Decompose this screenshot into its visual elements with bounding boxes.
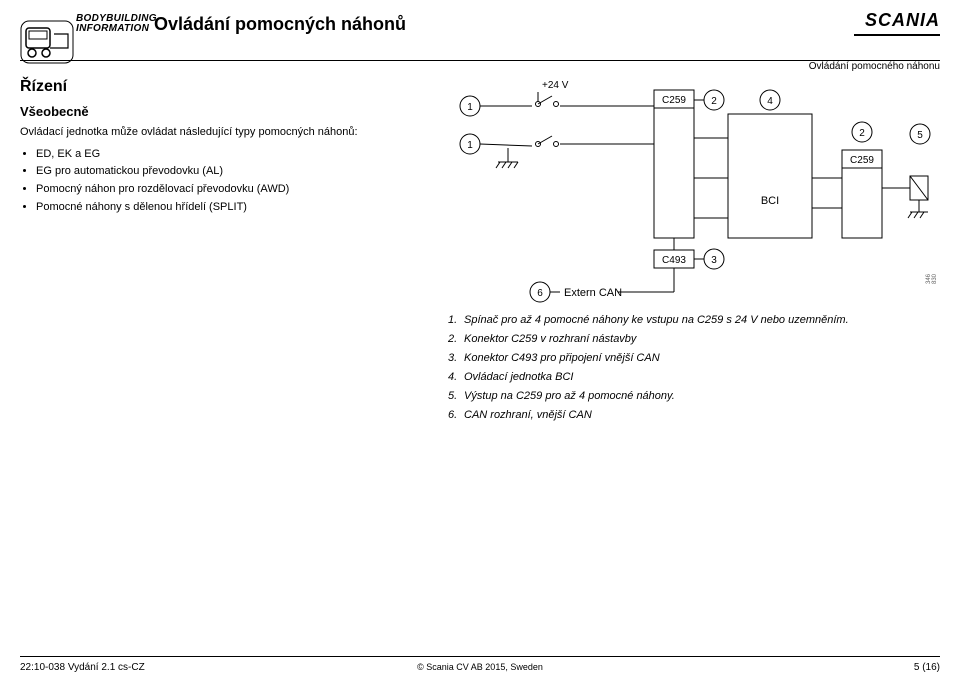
content-left: Řízení Všeobecně Ovládací jednotka může … xyxy=(20,78,410,216)
page-footer: 22:10-038 Vydání 2.1 cs-CZ © Scania CV A… xyxy=(20,656,940,678)
footer-doc-id: 22:10-038 Vydání 2.1 cs-CZ xyxy=(20,662,145,673)
header-rule xyxy=(20,60,940,61)
caption-row: 1.Spínač pro až 4 pomocné náhony ke vstu… xyxy=(448,312,936,329)
connector-c259-top: C259 xyxy=(662,95,686,106)
connector-c259-right: C259 xyxy=(850,155,874,166)
heading-control: Řízení xyxy=(20,78,410,96)
bci-label: BCI xyxy=(761,195,779,207)
caption-row: 5.Výstup na C259 pro až 4 pomocné náhony… xyxy=(448,388,936,405)
callout-5: 5 xyxy=(917,130,923,141)
callout-2: 2 xyxy=(711,96,717,107)
pto-type-list: ED, EK a EG EG pro automatickou převodov… xyxy=(20,146,410,216)
callout-1b: 1 xyxy=(467,140,473,151)
wiring-diagram: +24 V 1 C259 2 4 1 xyxy=(448,78,936,308)
callout-4: 4 xyxy=(767,96,773,107)
badge-text: BODYBUILDING INFORMATION xyxy=(76,14,157,34)
footer-page-number: 5 (16) xyxy=(914,662,940,673)
badge-line2: INFORMATION xyxy=(76,23,149,34)
intro-text: Ovládací jednotka může ovládat následují… xyxy=(20,125,410,140)
extern-can-label: Extern CAN xyxy=(564,287,622,299)
caption-row: 2.Konektor C259 v rozhraní nástavby xyxy=(448,331,936,348)
caption-text: Výstup na C259 pro až 4 pomocné náhony. xyxy=(464,390,675,402)
caption-text: Konektor C259 v rozhraní nástavby xyxy=(464,333,636,345)
footer-rule xyxy=(20,656,940,657)
caption-row: 3.Konektor C493 pro připojení vnější CAN xyxy=(448,350,936,367)
caption-row: 4.Ovládací jednotka BCI xyxy=(448,369,936,386)
callout-6: 6 xyxy=(537,288,543,299)
figure-caption: 1.Spínač pro až 4 pomocné náhony ke vstu… xyxy=(448,312,936,426)
caption-text: Spínač pro až 4 pomocné náhony ke vstupu… xyxy=(464,314,849,326)
list-item: Pomocný náhon pro rozdělovací převodovku… xyxy=(36,181,410,199)
truck-icon xyxy=(20,20,74,64)
logo-underline xyxy=(854,34,940,36)
list-item: Pomocné náhony s dělenou hřídelí (SPLIT) xyxy=(36,199,410,217)
scania-logo: SCANIA xyxy=(865,10,940,31)
callout-2b: 2 xyxy=(859,128,865,139)
heading-general: Všeobecně xyxy=(20,104,410,119)
footer-copyright: © Scania CV AB 2015, Sweden xyxy=(417,662,543,672)
callout-1: 1 xyxy=(467,102,473,113)
voltage-label: +24 V xyxy=(542,80,569,91)
list-item: ED, EK a EG xyxy=(36,146,410,164)
connector-c493: C493 xyxy=(662,255,686,266)
caption-row: 6.CAN rozhraní, vnější CAN xyxy=(448,407,936,424)
page-header: BODYBUILDING INFORMATION Ovládání pomocn… xyxy=(20,14,940,74)
callout-3: 3 xyxy=(711,255,717,266)
caption-text: Ovládací jednotka BCI xyxy=(464,371,573,383)
figure-code: 346 830 xyxy=(926,274,938,284)
caption-text: CAN rozhraní, vnější CAN xyxy=(464,409,592,421)
page-title: Ovládání pomocných náhonů xyxy=(154,14,406,35)
section-label: Ovládání pomocného náhonu xyxy=(809,61,940,72)
list-item: EG pro automatickou převodovku (AL) xyxy=(36,163,410,181)
caption-text: Konektor C493 pro připojení vnější CAN xyxy=(464,352,660,364)
